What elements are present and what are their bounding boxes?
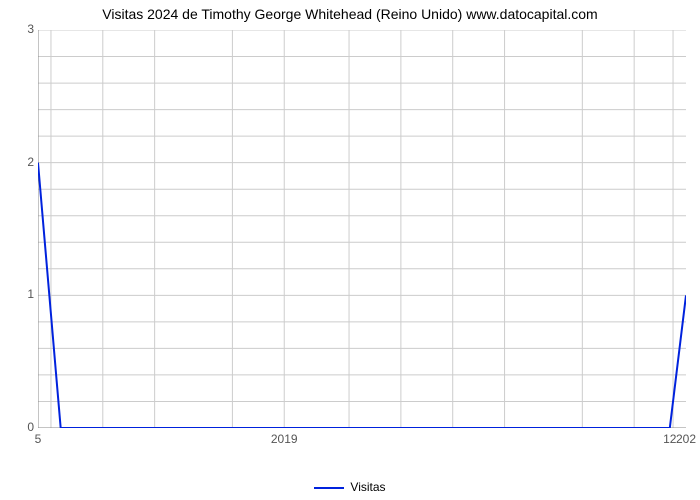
- x-tick-label: 2019: [271, 432, 298, 446]
- y-tick-label: 2: [4, 155, 34, 169]
- x-tick-label: 202: [676, 432, 696, 446]
- x-tick-label: 5: [35, 432, 42, 446]
- y-tick-label: 3: [4, 22, 34, 36]
- chart-svg: [38, 30, 686, 428]
- y-tick-label: 0: [4, 420, 34, 434]
- legend-label: Visitas: [350, 480, 385, 494]
- x-tick-label: 12: [663, 432, 676, 446]
- y-tick-label: 1: [4, 287, 34, 301]
- legend: Visitas: [0, 480, 700, 494]
- plot-area: [38, 30, 686, 428]
- legend-swatch: [314, 487, 344, 489]
- chart-container: Visitas 2024 de Timothy George Whitehead…: [0, 0, 700, 500]
- chart-title: Visitas 2024 de Timothy George Whitehead…: [0, 6, 700, 22]
